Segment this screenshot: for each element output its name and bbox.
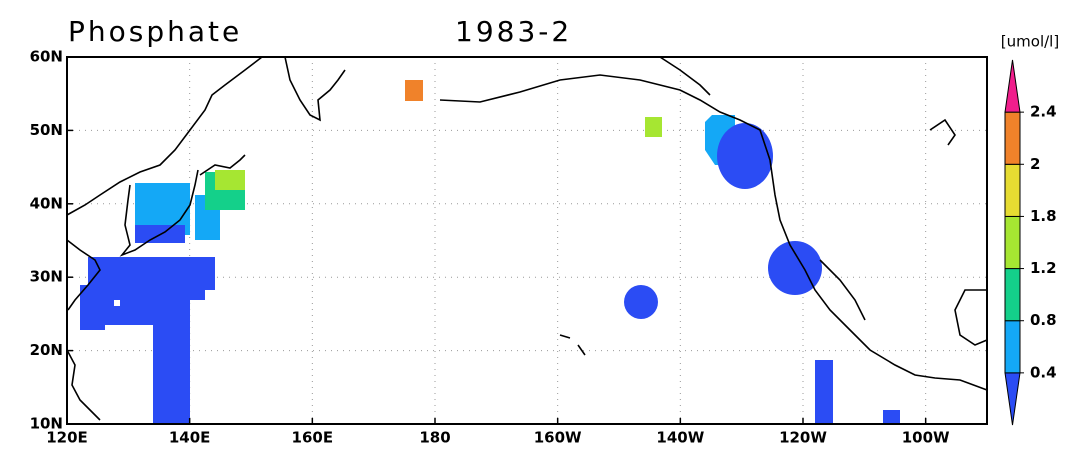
x-tick-label: 120W (779, 429, 827, 447)
coastline (439, 74, 988, 391)
coastline (954, 289, 988, 346)
field-low (624, 285, 658, 319)
field-yellowgreen (645, 117, 662, 137)
y-tick-label: 50N (30, 121, 63, 139)
coastline (559, 334, 586, 356)
coastline (66, 239, 101, 311)
x-tick-label: 100W (902, 429, 950, 447)
x-tick-label: 180 (419, 429, 450, 447)
colorbar-box (1004, 111, 1021, 165)
y-tick-label: 20N (30, 341, 63, 359)
colorbar-box (1004, 163, 1021, 217)
colorbar-label: 1.8 (1030, 207, 1057, 225)
axes: 120E 140E 160E 180 160W 140W 120W 100W 10N 20N 30N… (30, 48, 950, 447)
field-low (815, 360, 833, 424)
x-tick-label: 140E (169, 429, 211, 447)
colorbar-label: 0.4 (1030, 363, 1057, 381)
coastline (66, 349, 101, 421)
title: Phosphate (68, 15, 242, 48)
colorbar-label: 1.2 (1030, 259, 1057, 277)
y-tick-label: 30N (30, 268, 63, 286)
colorbar-triangle (1004, 59, 1021, 113)
coastline (119, 169, 199, 257)
x-tick-label: 120E (46, 429, 88, 447)
coastline (66, 56, 263, 216)
period: 1983-2 (455, 15, 572, 48)
grid (66, 56, 987, 425)
map-frame (66, 56, 988, 425)
colorbar-label: 2.4 (1030, 103, 1057, 121)
colorbar-box (1004, 268, 1021, 322)
colorbar: 0.4 0.8 1.2 1.8 2 2.4 (1004, 59, 1057, 426)
coastline (819, 259, 866, 321)
y-tick-label: 60N (30, 48, 63, 66)
colorbar-box (1004, 215, 1021, 270)
x-tick-label: 160E (292, 429, 334, 447)
field-low (768, 241, 822, 295)
coastline (659, 56, 711, 96)
x-tick-label: 160W (534, 429, 582, 447)
field-low (80, 257, 215, 424)
data-fields (80, 80, 900, 424)
x-tick-label: 140W (656, 429, 704, 447)
field-low (883, 410, 900, 424)
coastline (929, 118, 956, 146)
colorbar-label: 0.8 (1030, 311, 1057, 329)
coastlines (66, 56, 988, 421)
field-orange (405, 80, 423, 101)
colorbar-triangle (1004, 372, 1021, 426)
units: [umol/l] (1001, 33, 1059, 51)
colorbar-label: 2 (1030, 155, 1040, 173)
coastline (284, 56, 346, 122)
field-yellowgreen (215, 170, 245, 190)
colorbar-box (1004, 320, 1021, 374)
coastline (199, 154, 246, 176)
gap (114, 300, 120, 306)
y-tick-label: 10N (30, 415, 63, 433)
field-low (717, 123, 773, 189)
y-tick-label: 40N (30, 194, 63, 212)
